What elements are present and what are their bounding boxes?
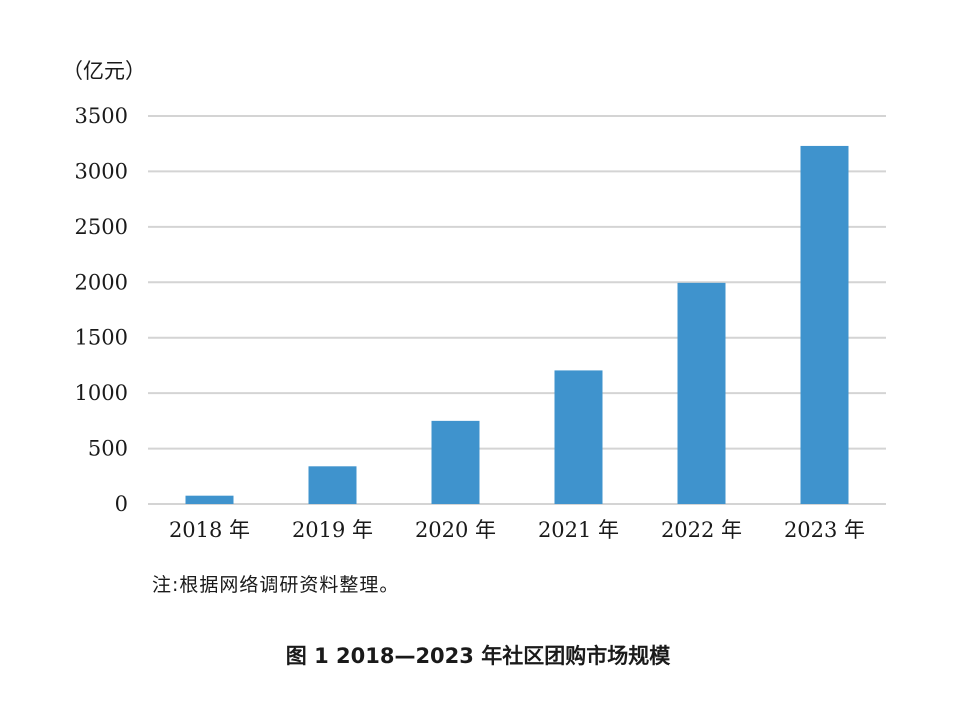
y-tick-label: 0 <box>115 492 128 516</box>
bar <box>677 282 726 504</box>
x-tick-label: 2021 年 <box>538 518 619 542</box>
x-tick-label: 2020 年 <box>415 518 496 542</box>
y-tick-label: 2000 <box>75 270 128 294</box>
y-tick-label: 3500 <box>75 104 128 128</box>
bars <box>185 145 849 504</box>
y-tick-label: 2500 <box>75 215 128 239</box>
bar <box>431 420 480 504</box>
y-tick-label: 1000 <box>75 381 128 405</box>
x-tick-label: 2018 年 <box>169 518 250 542</box>
gridlines <box>148 115 886 505</box>
y-tick-label: 1500 <box>75 326 128 350</box>
bar <box>185 495 234 504</box>
bar <box>554 370 603 504</box>
x-tick-label: 2019 年 <box>292 518 373 542</box>
x-tick-label: 2022 年 <box>661 518 742 542</box>
source-note: 注:根据网络调研资料整理。 <box>152 574 400 596</box>
x-tick-label: 2023 年 <box>784 518 865 542</box>
y-tick-label: 500 <box>88 437 128 461</box>
bar <box>308 466 357 504</box>
x-axis-ticks: 2018 年 2019 年 2020 年 2021 年 2022 年 2023 年 <box>169 518 865 542</box>
y-axis-ticks: 0 500 1000 1500 2000 2500 3000 3500 <box>75 104 128 516</box>
y-axis-unit-label: （亿元） <box>62 59 146 83</box>
bar <box>800 145 849 504</box>
figure-caption: 图 1 2018—2023 年社区团购市场规模 <box>285 644 671 668</box>
y-tick-label: 3000 <box>75 159 128 183</box>
